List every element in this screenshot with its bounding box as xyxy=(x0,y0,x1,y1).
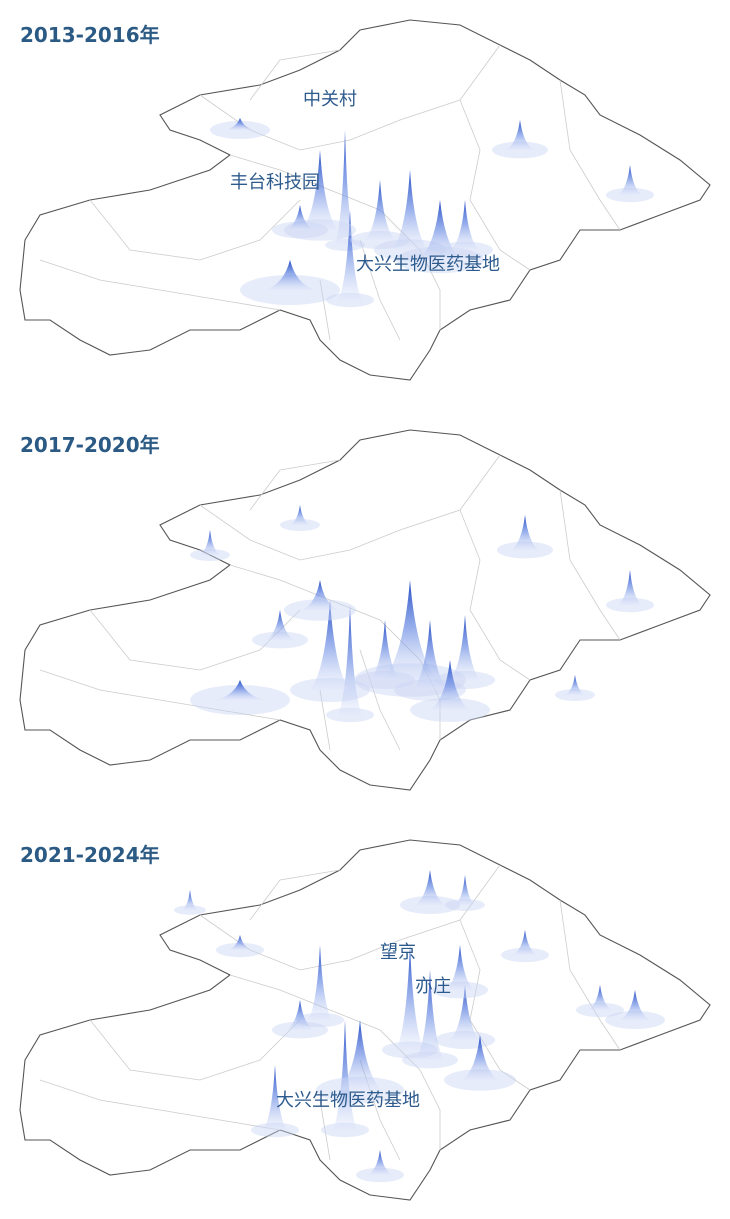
map-panel: 2017-2020年建国门大兴生物医药基地 xyxy=(19,429,711,1095)
district-border xyxy=(39,1079,281,1131)
density-peak xyxy=(446,945,474,990)
region-outline xyxy=(19,19,711,381)
density-peak xyxy=(368,1150,392,1175)
density-peak xyxy=(266,610,294,640)
density-peak xyxy=(382,580,438,680)
density-peak xyxy=(451,200,479,250)
density-peak xyxy=(308,945,332,1020)
density-peak xyxy=(455,875,475,905)
region-outline xyxy=(19,429,711,791)
district-border xyxy=(359,239,401,341)
place-label: 望京 xyxy=(380,942,416,963)
density-peak xyxy=(416,970,444,1060)
density-peak xyxy=(370,620,400,680)
district-border xyxy=(249,49,341,101)
density-peak xyxy=(263,1065,287,1130)
district-border xyxy=(39,669,281,721)
district-border xyxy=(249,869,341,921)
density-peak xyxy=(392,170,428,250)
density-peak xyxy=(450,615,480,680)
panel-title: 2013-2016年 xyxy=(20,23,160,47)
density-peak xyxy=(412,620,448,690)
density-peak xyxy=(310,600,350,690)
district-border xyxy=(559,899,621,1051)
density-peak xyxy=(302,580,338,610)
density-peak xyxy=(338,605,362,715)
density-peak xyxy=(338,1020,382,1090)
place-label: 中关村 xyxy=(303,89,357,110)
district-border xyxy=(359,649,401,751)
district-border xyxy=(459,509,531,681)
district-border xyxy=(229,974,441,1150)
density-peak xyxy=(618,570,642,605)
density-peak xyxy=(338,210,362,300)
district-border xyxy=(559,79,621,231)
region-outline xyxy=(19,839,711,1201)
district-border xyxy=(319,1099,331,1161)
density-peak xyxy=(588,985,612,1010)
density-peak xyxy=(430,660,470,710)
panel-title: 2017-2020年 xyxy=(20,433,160,457)
density-peak xyxy=(228,935,252,950)
place-label: 亦庄 xyxy=(415,976,451,997)
district-border xyxy=(559,489,621,641)
density-peak xyxy=(215,680,265,700)
district-border xyxy=(39,259,281,311)
density-peak xyxy=(565,675,585,695)
district-border xyxy=(319,689,331,751)
density-peak xyxy=(415,870,445,905)
panel-title: 2021-2024年 xyxy=(20,843,160,867)
density-peak xyxy=(182,890,198,910)
density-peak xyxy=(418,200,462,260)
district-border xyxy=(89,1019,301,1081)
density-peak xyxy=(302,150,338,230)
density-peak xyxy=(462,1035,498,1080)
density-peak xyxy=(396,945,424,1050)
density-peak xyxy=(200,530,220,555)
density-peak xyxy=(286,205,314,230)
density-peak xyxy=(290,505,310,525)
density-peak xyxy=(365,180,395,240)
density-peak xyxy=(618,165,642,195)
district-border xyxy=(459,99,531,271)
place-label: 大兴生物医药基地 xyxy=(276,1090,420,1111)
density-peak xyxy=(511,515,539,550)
density-peak xyxy=(265,260,315,290)
density-peak xyxy=(333,1020,357,1130)
place-label: 大兴生物医药基地 xyxy=(356,254,500,275)
district-border xyxy=(89,199,301,261)
place-label: 丰台科技园 xyxy=(230,172,320,193)
district-border xyxy=(249,459,341,511)
density-peak xyxy=(286,1000,314,1030)
density-peak xyxy=(620,990,650,1020)
density-peak xyxy=(513,930,537,955)
density-peak xyxy=(335,130,355,245)
density-peak xyxy=(450,985,480,1040)
density-peak xyxy=(225,118,255,130)
density-peak xyxy=(506,120,534,150)
district-border xyxy=(319,279,331,341)
